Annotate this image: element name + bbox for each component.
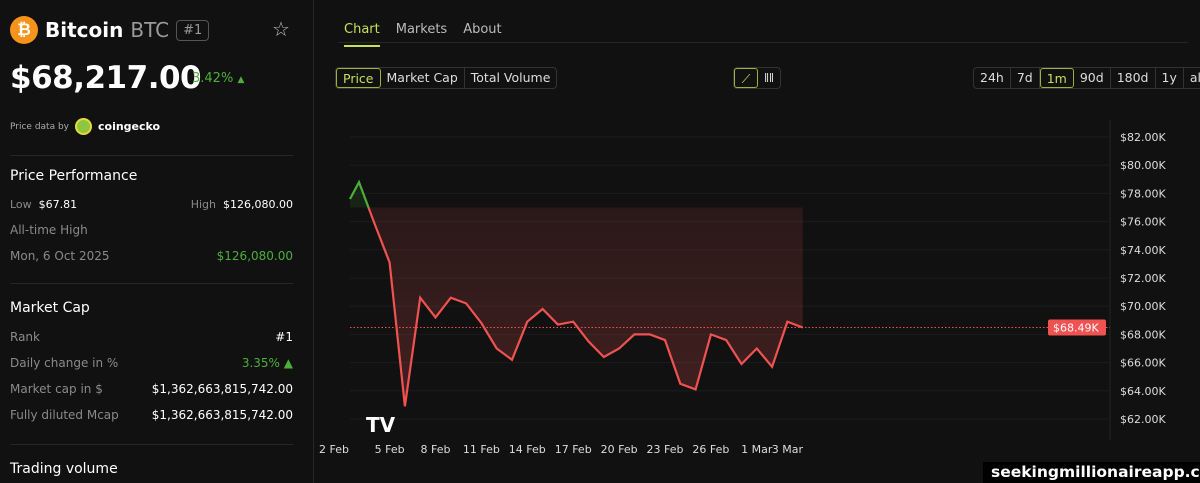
row-label: Market cap in $ [10,382,103,396]
x-tick-label: 8 Feb [421,443,451,456]
bitcoin-icon: ₿ [10,16,38,44]
row-label: Daily change in % [10,356,119,370]
x-tick-label: 17 Feb [555,443,592,456]
section-title: Price Performance [10,168,138,184]
y-tick-label: $68.00K [1120,328,1166,341]
divider [10,155,293,156]
current-price: $68,217.00 [10,60,202,96]
divider [10,444,293,445]
rank-row: Rank #1 [10,324,293,350]
row-value: 3.35% ▲ [241,356,293,370]
current-price-tag [1048,319,1106,336]
section-title: Market Cap [10,300,90,316]
price-change: 3.42% ▲ [192,71,244,86]
range-7d-button[interactable]: 7d [1011,68,1040,88]
low-high-row: Low $67.81 High $126,080.00 [10,191,293,217]
x-tick-label: 2 Feb [319,443,349,456]
range-24h-button[interactable]: 24h [974,68,1011,88]
metric-selector: Price Market Cap Total Volume [335,67,558,89]
trading-volume-section: Trading volume [10,461,293,477]
x-tick-label: 3 Mar [772,443,804,456]
divider [10,283,293,284]
price-line-down [367,207,804,407]
coin-header: ₿ Bitcoin BTC #1 [10,16,210,44]
line-chart-icon[interactable]: ⟋ [734,68,758,88]
y-tick-label: $70.00K [1120,300,1166,313]
row-label: Rank [10,330,40,344]
star-icon[interactable]: ☆ [272,17,290,41]
y-tick-label: $66.00K [1120,357,1166,370]
ath-date: Mon, 6 Oct 2025 [10,249,110,263]
low-label: Low [10,197,32,211]
range-180d-button[interactable]: 180d [1111,68,1156,88]
main-tabs: Chart Markets About [344,22,502,47]
provider-name[interactable]: coingecko [98,120,161,133]
metric-market-cap-button[interactable]: Market Cap [381,68,465,88]
tab-divider [338,42,1188,43]
price-data-source: Price data by coingecko [10,118,160,135]
ath-label: All-time High [10,223,88,237]
daily-change-row: Daily change in % 3.35% ▲ [10,350,293,376]
fdv-row: Fully diluted Mcap $1,362,663,815,742.00 [10,402,293,428]
y-tick-label: $62.00K [1120,413,1166,426]
high-label: High [190,197,217,211]
tab-chart[interactable]: Chart [344,22,380,47]
section-title: Trading volume [10,461,118,477]
tab-markets[interactable]: Markets [395,22,448,37]
low-value: $67.81 [38,197,78,211]
y-tick-label: $64.00K [1120,385,1166,398]
up-arrow-icon: ▲ [237,75,245,85]
tradingview-logo-icon: TV [366,413,396,437]
price-data-label: Price data by [10,121,69,132]
ath-label-row: All-time High [10,217,293,243]
x-tick-label: 11 Feb [463,443,500,456]
x-tick-label: 14 Feb [509,443,546,456]
row-label: Fully diluted Mcap [10,408,119,422]
area-fill-down [350,207,803,407]
coin-name: Bitcoin [45,18,124,42]
y-tick-label: $78.00K [1120,187,1166,200]
y-tick-label: $80.00K [1120,159,1166,172]
coin-symbol: BTC [130,18,170,42]
ath-value: $126,080.00 [216,249,293,263]
rank-badge: #1 [176,19,210,41]
y-tick-label: $72.00K [1120,272,1166,285]
range-1y-button[interactable]: 1y [1156,68,1184,88]
candlestick-chart-icon[interactable]: ǁǁ [764,72,774,83]
metric-price-button[interactable]: Price [336,68,381,88]
chart-style-selector: ⟋ ǁǁ [733,67,781,89]
row-value: #1 [275,330,293,344]
svg-text:TV: TV [366,413,396,437]
x-tick-label: 20 Feb [601,443,638,456]
change-value: 3.42% [192,71,234,86]
watermark: seekingmillionaireapp.com [983,462,1200,483]
row-value: $1,362,663,815,742.00 [151,382,293,396]
market-cap-section: Market Cap Rank #1 Daily change in % 3.35%… [10,300,293,428]
y-tick-label: $76.00K [1120,216,1166,229]
market-cap-row: Market cap in $ $1,362,663,815,742.00 [10,376,293,402]
range-1m-button[interactable]: 1m [1039,68,1074,88]
x-tick-label: 5 Feb [375,443,405,456]
x-tick-label: 26 Feb [692,443,729,456]
range-selector: 24h 7d 1m 90d 180d 1y all [973,67,1200,89]
y-tick-label: $74.00K [1120,244,1166,257]
coin-sidebar: ₿ Bitcoin BTC #1 ☆ $68,217.00 3.42% ▲ Pr… [0,0,314,483]
metric-total-volume-button[interactable]: Total Volume [470,70,551,85]
row-value: $1,362,663,815,742.00 [151,408,293,422]
ath-row: Mon, 6 Oct 2025 $126,080.00 [10,243,293,269]
high-value: $126,080.00 [223,197,293,211]
tab-about[interactable]: About [463,22,502,37]
range-all-button[interactable]: all [1189,70,1200,85]
price-performance-section: Price Performance Low $67.81 High $126,0… [10,168,293,269]
y-tick-label: $82.00K [1120,131,1166,144]
x-tick-label: 23 Feb [647,443,684,456]
range-90d-button[interactable]: 90d [1074,68,1111,88]
coingecko-logo-icon [75,118,92,135]
x-tick-label: 1 Mar [741,443,773,456]
current-price-label: $68.49K [1053,321,1099,334]
